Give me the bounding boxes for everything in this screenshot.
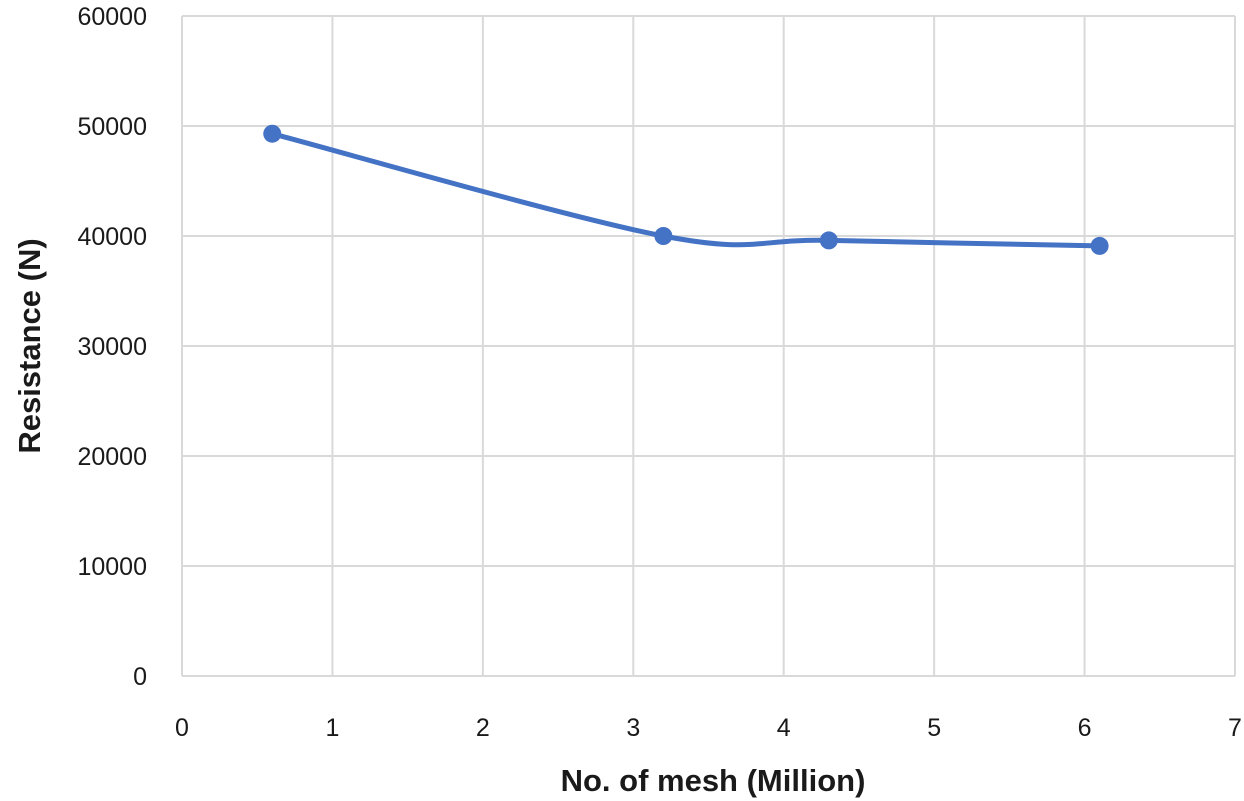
x-axis-ticks: 0 1 2 3 4 5 6 7 [175,714,1242,742]
data-point [263,124,282,143]
x-tick-label: 6 [1078,714,1092,742]
x-axis-title: No. of mesh (Million) [561,763,866,798]
grid [181,15,1236,677]
x-tick-label: 1 [325,714,339,742]
x-tick-label: 2 [476,714,490,742]
series-line [269,131,1103,249]
series-layer [263,124,1109,255]
y-tick-label: 0 [133,663,147,691]
data-point [654,227,673,245]
y-tick-label: 10000 [77,553,147,581]
y-tick-label: 30000 [77,333,147,361]
y-tick-label: 40000 [77,223,147,251]
data-point [1090,236,1109,255]
x-tick-label: 4 [777,714,791,742]
x-tick-label: 0 [175,714,189,742]
y-axis-ticks: 0 10000 20000 30000 40000 50000 60000 [77,3,147,691]
data-point [819,231,838,250]
x-tick-label: 7 [1228,714,1242,742]
y-tick-label: 20000 [77,443,147,471]
x-tick-label: 3 [626,714,640,742]
y-axis-title: Resistance (N) [12,238,47,453]
y-tick-label: 60000 [77,3,147,31]
x-tick-label: 5 [927,714,941,742]
y-tick-label: 50000 [77,113,147,141]
